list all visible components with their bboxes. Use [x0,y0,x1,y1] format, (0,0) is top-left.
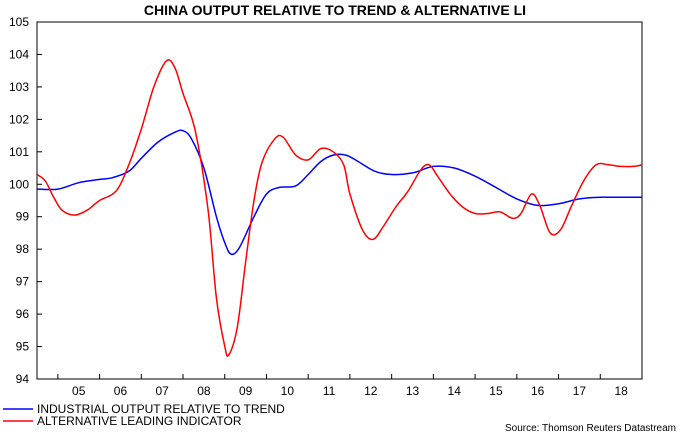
y-tick-label: 103 [9,80,29,94]
y-tick-label: 105 [9,15,29,29]
x-axis: 05 06 07 08 09 10 11 12 13 14 15 16 17 18 [57,374,643,398]
x-tick-label: 14 [448,384,462,398]
legend: INDUSTRIAL OUTPUT RELATIVE TO TREND ALTE… [3,402,285,428]
y-tick-label: 94 [16,372,30,386]
series-lines [36,59,643,357]
x-tick-label: 12 [364,384,378,398]
y-tick-label: 97 [16,275,30,289]
y-tick-label: 95 [16,340,30,354]
series-line-industrial-output [36,129,642,256]
y-tick-label: 96 [16,307,30,321]
x-tick-label: 16 [531,384,545,398]
legend-label-alternative-leading-indicator: ALTERNATIVE LEADING INDICATOR [37,414,242,428]
y-tick-label: 101 [9,145,29,159]
x-tick-label: 08 [197,384,211,398]
x-tick-label: 18 [614,384,628,398]
y-tick-label: 104 [9,47,29,61]
y-tick-label: 100 [9,177,29,191]
plot-frame [36,21,643,380]
y-tick-label: 102 [9,112,29,126]
x-tick-label: 11 [323,384,336,398]
x-tick-label: 17 [573,384,587,398]
y-axis: 94 95 96 97 98 99 100 101 102 103 104 105 [9,15,42,386]
source-note: Source: Thomson Reuters Datastream [505,423,676,434]
series-line-alternative-leading-indicator [36,59,643,357]
chart-title: CHINA OUTPUT RELATIVE TO TREND & ALTERNA… [144,2,526,18]
x-tick-label: 07 [155,384,169,398]
y-tick-label: 98 [16,242,30,256]
y-tick-label: 99 [16,210,30,224]
x-tick-label: 05 [72,384,86,398]
x-tick-label: 09 [239,384,253,398]
x-tick-label: 06 [114,384,128,398]
legend-label-industrial-output: INDUSTRIAL OUTPUT RELATIVE TO TREND [37,402,285,416]
x-tick-label: 10 [281,384,295,398]
x-tick-label: 15 [489,384,503,398]
x-tick-label: 13 [406,384,420,398]
